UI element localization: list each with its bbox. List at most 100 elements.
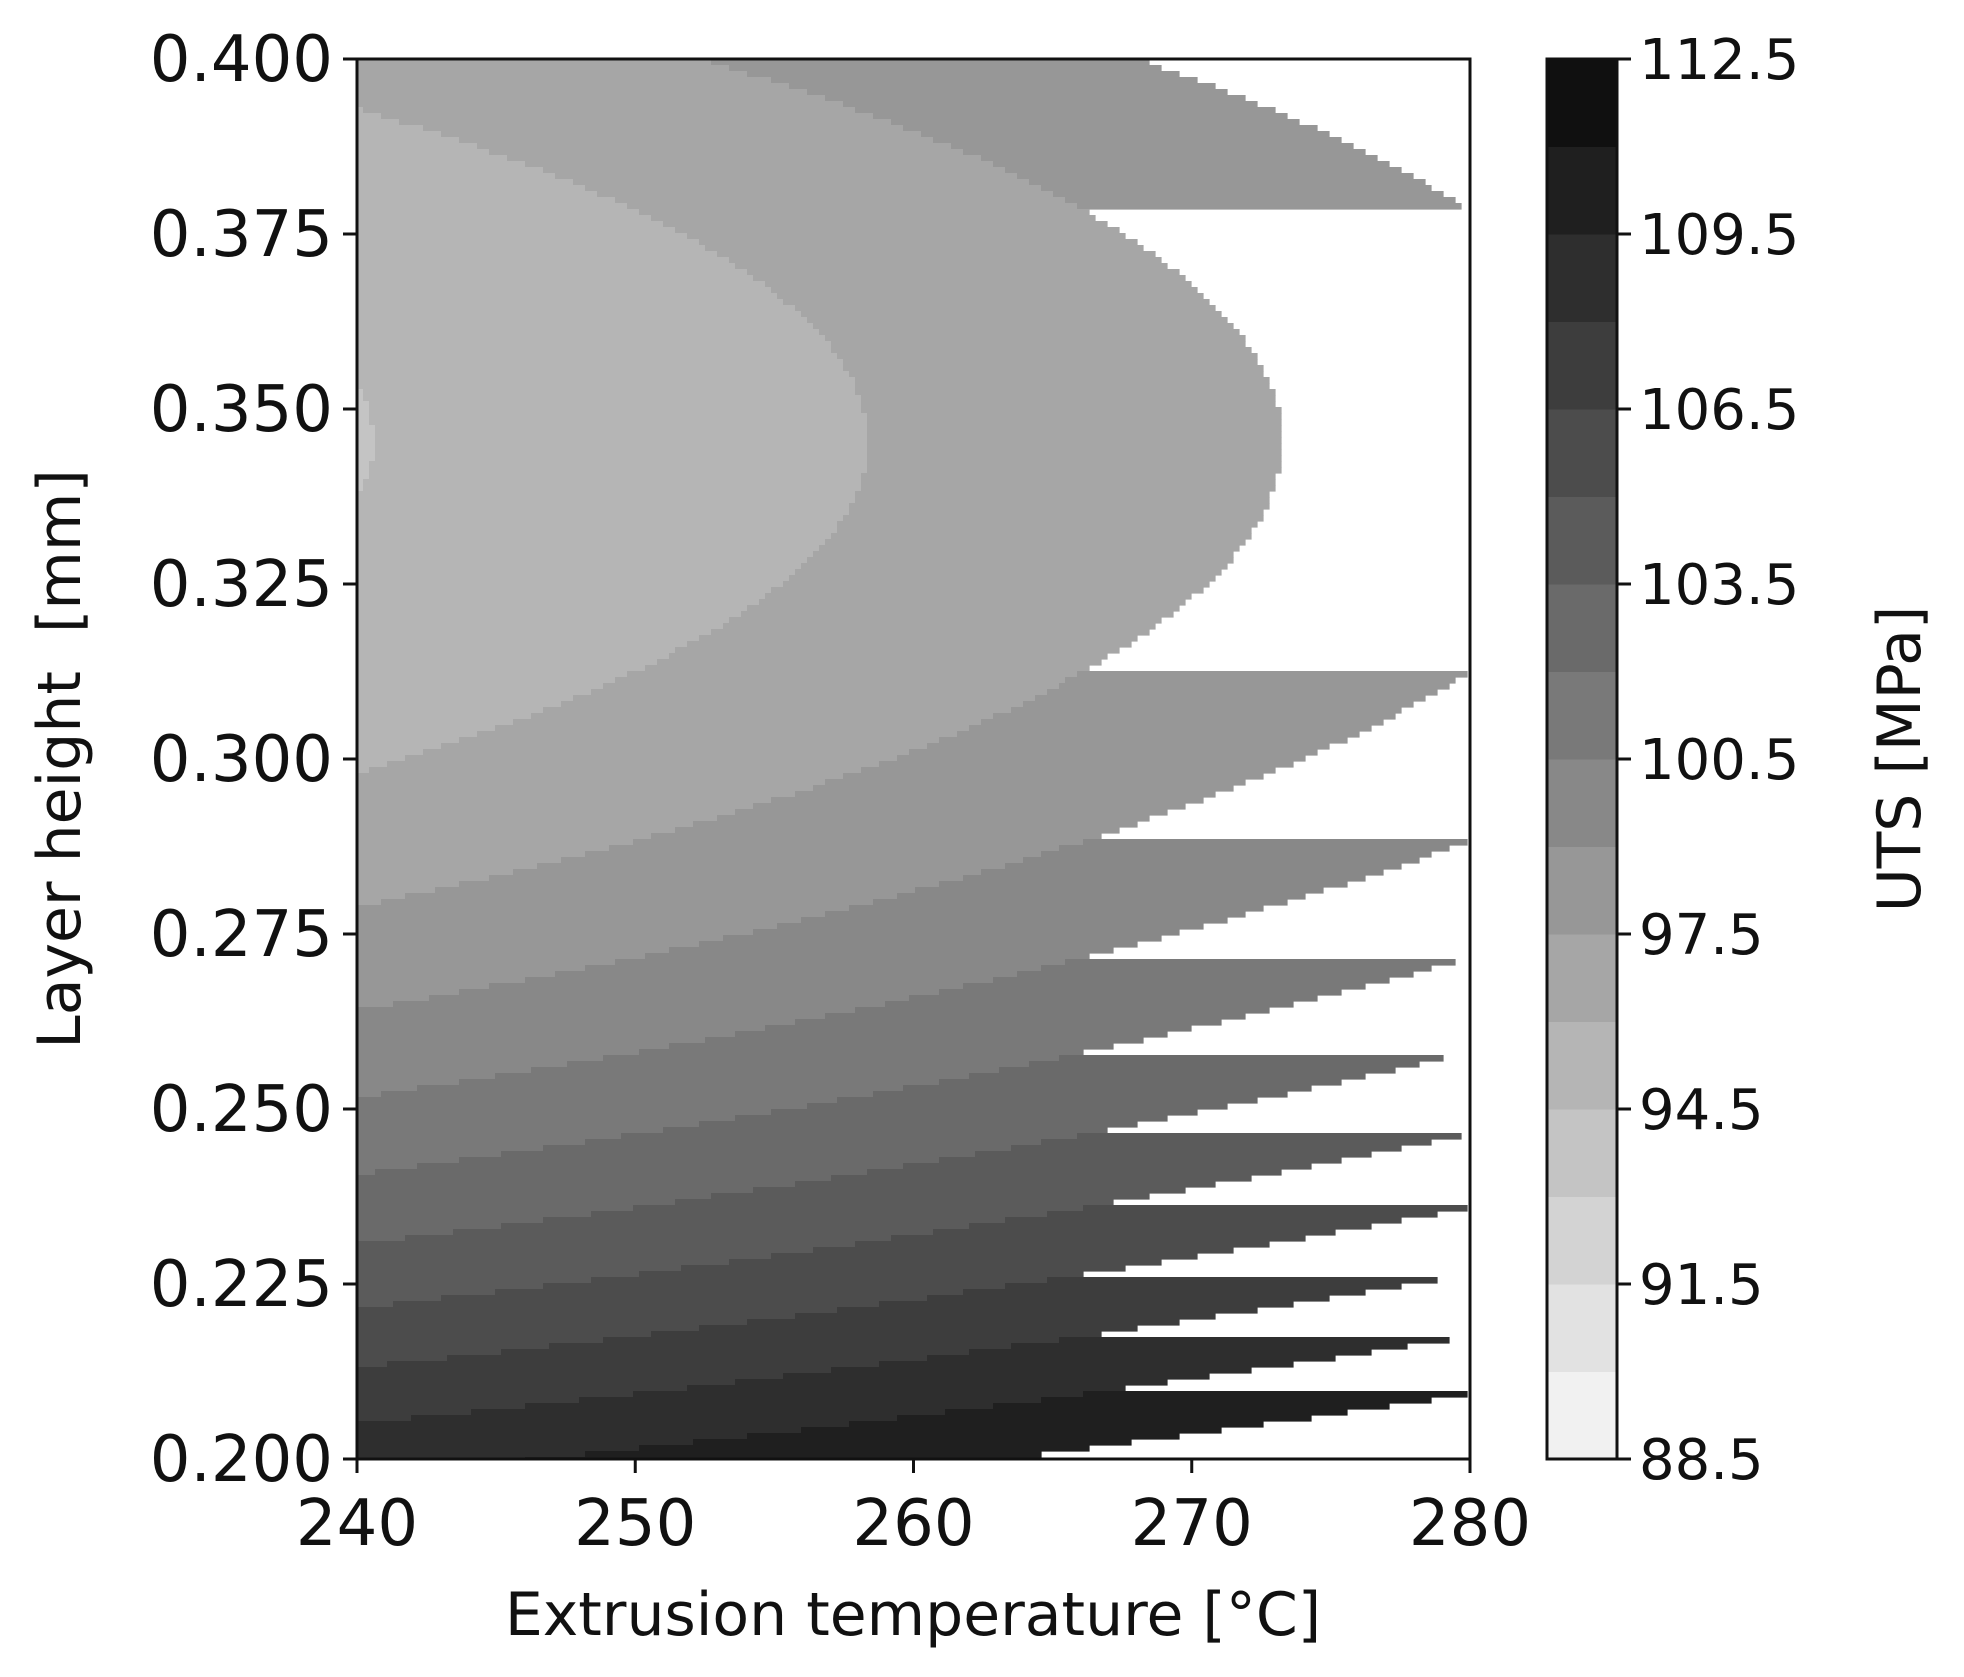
- x-tick-label: 280: [1409, 1487, 1531, 1561]
- contour-cell: [357, 1229, 454, 1236]
- contour-cell: [867, 1169, 1282, 1176]
- contour-cell: [861, 767, 1276, 774]
- contour-cell: [513, 869, 982, 876]
- contour-cell: [975, 1151, 1372, 1158]
- contour-cell: [555, 173, 1018, 180]
- contour-cell: [357, 521, 838, 528]
- contour-cell: [663, 221, 1108, 228]
- contour-cell: [1083, 1391, 1468, 1398]
- y-tick-label: 0.300: [150, 723, 333, 797]
- contour-cell: [1077, 671, 1468, 678]
- contour-cell: [813, 551, 1234, 558]
- contour-cell: [963, 1289, 1366, 1296]
- colorbar: [1547, 59, 1617, 1460]
- contour-cell: [969, 1073, 1366, 1080]
- contour-cell: [999, 1067, 1396, 1074]
- contour-cell: [357, 779, 826, 786]
- colorbar-band: [1547, 321, 1617, 410]
- contour-cell: [1041, 1139, 1432, 1146]
- contour-cell: [801, 917, 1228, 924]
- contour-cell: [387, 761, 880, 768]
- contour-cell: [357, 65, 730, 72]
- contour-cell: [357, 839, 634, 846]
- contour-cell: [357, 323, 814, 330]
- contour-cell: [357, 1073, 496, 1080]
- contour-cell: [357, 425, 376, 432]
- contour-cell: [357, 1031, 736, 1038]
- contour-cell: [357, 245, 706, 252]
- contour-cell: [357, 179, 574, 186]
- contour-cell: [969, 725, 1372, 732]
- contour-cell: [459, 1079, 940, 1086]
- contour-cell: [501, 1223, 970, 1230]
- contour-cell: [357, 923, 778, 930]
- contour-cell: [357, 155, 508, 162]
- contour-cell: [375, 449, 868, 456]
- contour-cell: [705, 1037, 1144, 1044]
- contour-cell: [753, 803, 1186, 810]
- contour-cell: [357, 689, 592, 696]
- colorbar-tick-label: 97.5: [1639, 903, 1764, 968]
- contour-cell: [357, 1259, 730, 1266]
- contour-cell: [633, 1391, 1084, 1398]
- contour-cell: [717, 251, 1156, 258]
- contour-cell: [573, 179, 1030, 186]
- contour-cell: [357, 1319, 748, 1326]
- contour-cell: [375, 425, 868, 432]
- contour-cell: [585, 851, 1042, 858]
- contour-cell: [381, 899, 874, 906]
- y-tick-label: 0.350: [150, 373, 333, 447]
- contour-cell: [357, 1181, 796, 1188]
- contour-cell: [591, 1277, 1048, 1284]
- contour-cell: [603, 1055, 1060, 1062]
- contour-cell: [357, 899, 382, 906]
- contour-cell: [357, 341, 832, 348]
- contour-cell: [357, 395, 364, 402]
- contour-cell: [543, 1145, 1012, 1152]
- contour-cell: [945, 1409, 1348, 1416]
- contour-cell: [837, 1307, 1258, 1314]
- contour-cell: [357, 1265, 682, 1272]
- contour-cell: [531, 1067, 1000, 1074]
- contour-cell: [357, 1247, 814, 1254]
- contour-cell: [1059, 1055, 1444, 1062]
- contour-cell: [357, 665, 646, 672]
- contour-cell: [357, 143, 478, 150]
- contour-cell: [813, 323, 1234, 330]
- contour-cell: [795, 1181, 1216, 1188]
- contour-cell: [357, 1301, 394, 1308]
- contour-cell: [651, 215, 1096, 222]
- colorbar-band: [1547, 759, 1617, 847]
- contour-cell: [357, 191, 598, 198]
- contour-cell: [771, 587, 1204, 594]
- colorbar-band: [1547, 1284, 1617, 1372]
- contour-cell: [525, 161, 994, 168]
- contour-cell: [561, 857, 1024, 864]
- contour-cell: [357, 887, 436, 894]
- contour-cell: [357, 1283, 544, 1290]
- contour-cell: [357, 539, 826, 546]
- colorbar-band: [1547, 409, 1617, 497]
- colorbar-tick-label: 91.5: [1639, 1253, 1764, 1318]
- contour-cell: [1041, 185, 1432, 192]
- contour-cell: [357, 935, 724, 942]
- contour-cell: [357, 1049, 640, 1056]
- contour-cell: [939, 881, 1348, 888]
- contour-cell: [357, 1415, 412, 1422]
- contour-cell: [735, 1115, 1168, 1122]
- contour-cell: [357, 1241, 856, 1248]
- contour-cell: [855, 383, 1270, 390]
- contour-cell: [861, 485, 1276, 492]
- contour-cell: [903, 1163, 1312, 1170]
- contour-cell: [681, 1265, 1126, 1272]
- contour-cell: [651, 833, 1102, 840]
- contour-cell: [357, 875, 490, 882]
- contour-cell: [357, 809, 736, 816]
- contour-cell: [927, 743, 1330, 750]
- contour-cell: [357, 1439, 694, 1446]
- contour-cell: [357, 227, 676, 234]
- contour-cell: [711, 1193, 1150, 1200]
- contour-cell: [357, 137, 460, 144]
- contour-cell: [381, 113, 874, 120]
- x-axis: 240 250 260 270 280: [296, 1459, 1531, 1561]
